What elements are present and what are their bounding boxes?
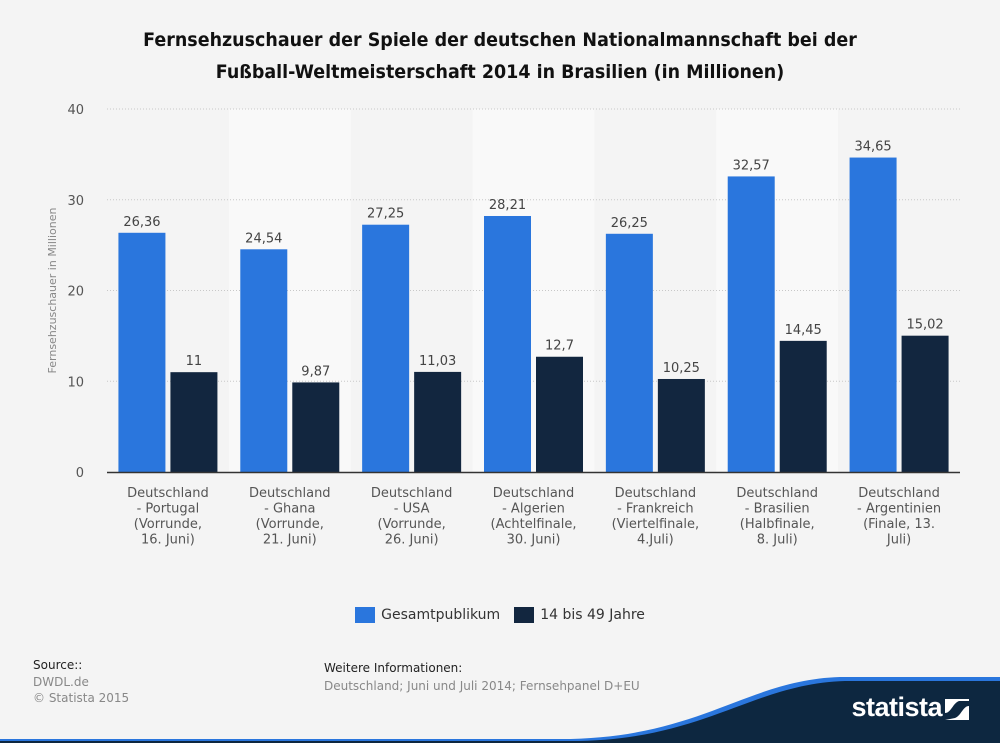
x-tick-label-line: Deutschland <box>249 486 331 501</box>
x-tick-label: Deutschland - Algerien (Achtelfinale, 30. J… <box>491 486 577 548</box>
bar-14-49-jahre <box>901 335 949 472</box>
data-label: 9,87 <box>301 364 330 379</box>
bar-14-49-jahre <box>536 356 583 472</box>
x-tick-label-line: (Halbfinale, <box>740 517 815 532</box>
x-tick-label-line: (Finale, 13. <box>863 517 935 532</box>
x-tick-label: Deutschland - Portugal (Vorrunde, 16. Juni) <box>127 486 209 548</box>
x-tick-label-line: 4.Juli) <box>637 533 674 548</box>
x-tick-label-line: (Viertelfinale, <box>612 517 699 532</box>
source-line[interactable]: DWDL.de <box>33 674 89 689</box>
bar-14-49-jahre <box>170 372 218 472</box>
x-tick-label-line: - USA <box>394 502 430 517</box>
x-tick-label-line: Deutschland <box>736 486 818 501</box>
bar-gesamtpublikum <box>240 249 288 472</box>
x-tick-label-line: 30. Juni) <box>507 533 561 548</box>
data-label: 34,65 <box>854 140 891 155</box>
data-label: 24,54 <box>245 231 282 246</box>
data-label: 26,25 <box>611 216 648 231</box>
legend-item-gesamtpublikum[interactable]: Gesamtpublikum <box>355 607 500 623</box>
x-tick-label-line: Deutschland <box>615 486 697 501</box>
bar-gesamtpublikum <box>118 232 166 472</box>
info-text: Deutschland; Juni und Juli 2014; Fernseh… <box>324 679 640 693</box>
x-tick-label: Deutschland - Frankreich (Viertelfinale, 4.… <box>612 486 699 548</box>
legend-swatch-series-1 <box>355 607 376 623</box>
bar-14-49-jahre <box>657 378 705 472</box>
title-line-1: Fernsehzuschauer der Spiele der deutsche… <box>143 29 857 51</box>
chart-title: Fernsehzuschauer der Spiele der deutsche… <box>40 24 960 88</box>
x-tick-label-line: Deutschland <box>493 486 575 501</box>
y-axis-title: Fernsehzuschauer in Millionen <box>46 208 59 374</box>
x-tick-label-line: (Achtelfinale, <box>491 517 577 532</box>
x-tick-label-line: Juli) <box>886 533 911 548</box>
data-label: 28,21 <box>489 198 526 213</box>
statista-logo-icon <box>945 699 969 720</box>
bar-14-49-jahre <box>779 340 827 472</box>
x-tick-label-line: 16. Juni) <box>141 533 195 548</box>
x-tick-label-line: (Vorrunde, <box>378 517 446 532</box>
data-label: 27,25 <box>367 207 404 222</box>
copyright-line: © Statista 2015 <box>33 691 130 705</box>
x-tick-label-line: Deutschland <box>371 486 453 501</box>
legend-label: Gesamtpublikum <box>381 607 501 623</box>
data-label: 12,7 <box>545 339 574 354</box>
x-tick-label-line: Deutschland <box>858 486 940 501</box>
bar-gesamtpublikum <box>727 176 775 472</box>
legend-label: 14 bis 49 Jahre <box>540 607 645 623</box>
data-label: 14,45 <box>785 323 822 338</box>
title-line-2: Fußball-Weltmeisterschaft 2014 in Brasil… <box>215 61 785 83</box>
data-label: 10,25 <box>663 361 700 376</box>
data-label: 32,57 <box>733 158 770 173</box>
x-tick-label-line: - Algerien <box>502 502 565 517</box>
x-tick-label-line: - Portugal <box>137 502 200 517</box>
x-tick-label-line: 8. Juli) <box>757 533 798 548</box>
data-label: 11,03 <box>419 354 456 369</box>
source-header: Source:: <box>33 658 83 672</box>
y-tick-label: 30 <box>67 194 84 209</box>
x-tick-label: Deutschland - USA (Vorrunde, 26. Juni) <box>371 486 453 548</box>
bar-14-49-jahre <box>292 382 340 472</box>
legend-swatch-series-2 <box>514 607 535 623</box>
x-tick-label: Deutschland - Argentinien (Finale, 13. Juli… <box>857 486 941 548</box>
x-tick-label-line: (Vorrunde, <box>134 517 202 532</box>
x-tick-label-line: - Frankreich <box>617 502 694 517</box>
y-tick-label: 40 <box>67 103 84 118</box>
x-tick-label-line: - Brasilien <box>745 502 810 517</box>
bar-gesamtpublikum <box>605 233 653 472</box>
x-tick-label-line: Deutschland <box>127 486 209 501</box>
bar-gesamtpublikum <box>484 215 531 472</box>
y-tick-label: 0 <box>76 466 84 481</box>
data-label: 26,36 <box>123 215 160 230</box>
data-label: 15,02 <box>906 318 943 333</box>
bar-gesamtpublikum <box>362 224 410 472</box>
info-header: Weitere Informationen: <box>324 661 463 675</box>
statista-logo-text[interactable]: statista <box>851 692 942 722</box>
source-block: Source:: DWDL.de © Statista 2015 <box>33 657 129 707</box>
legend-item-14-49[interactable]: 14 bis 49 Jahre <box>514 607 645 623</box>
x-tick-label-line: 26. Juni) <box>385 533 439 548</box>
legend: Gesamtpublikum 14 bis 49 Jahre <box>0 607 1000 623</box>
x-tick-label-line: 21. Juni) <box>263 533 317 548</box>
info-block: Weitere Informationen: Deutschland; Juni… <box>324 659 640 695</box>
bar-gesamtpublikum <box>849 157 897 472</box>
x-tick-label-line: - Argentinien <box>857 502 941 517</box>
data-label: 11 <box>186 354 203 369</box>
y-tick-label: 20 <box>67 285 84 300</box>
x-tick-label-line: - Ghana <box>264 502 315 517</box>
x-tick-label: Deutschland - Ghana (Vorrunde, 21. Juni) <box>249 486 331 548</box>
x-tick-label-line: (Vorrunde, <box>256 517 324 532</box>
bar-14-49-jahre <box>414 371 462 472</box>
y-tick-label: 10 <box>67 375 84 390</box>
x-tick-label: Deutschland - Brasilien (Halbfinale, 8. Jul… <box>736 486 818 548</box>
